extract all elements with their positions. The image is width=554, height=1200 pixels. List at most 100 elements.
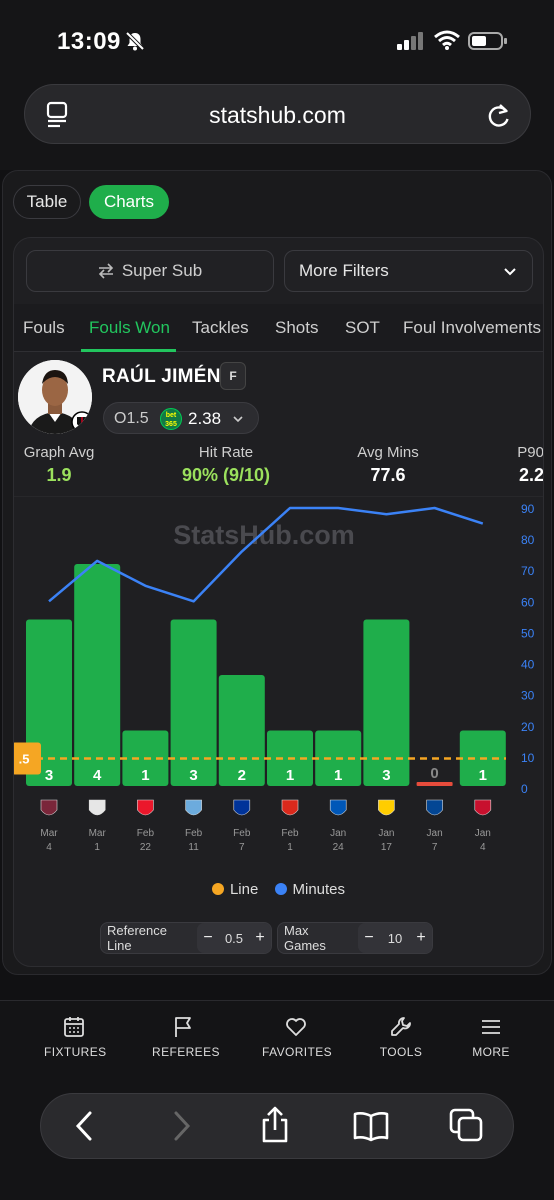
chart-svg: StatsHub.com 3 4 1 3 2 1 1 3 0 1.5 01020304050607…: [14, 495, 543, 853]
stat-tabs: Fouls Fouls Won Tackles Shots SOT Foul I…: [14, 304, 543, 352]
minutes-line: [48, 506, 484, 603]
x-label-month-4: Feb: [233, 828, 251, 839]
max-games-value: 10: [387, 930, 403, 946]
hit-rate-label: Hit Rate: [198, 444, 254, 461]
minus-button[interactable]: −: [203, 929, 213, 946]
swap-icon: [98, 263, 113, 279]
calendar-icon: [64, 1017, 84, 1037]
player-avatar: [18, 360, 92, 434]
browser-toolbar-pill: [40, 1093, 514, 1159]
share-icon[interactable]: [259, 1106, 291, 1144]
chart-legend: Line Minutes: [14, 881, 543, 898]
y-tick-30: 30: [521, 689, 535, 703]
nav-tools-label: TOOLS: [379, 1045, 423, 1059]
x-label-day-8: 7: [432, 842, 438, 853]
bar-value-2: 1: [141, 767, 149, 784]
x-label-day-4: 7: [239, 842, 245, 853]
reload-icon[interactable]: [486, 101, 512, 129]
line-dot-icon: [211, 883, 224, 895]
player-name: RAÚL JIMÉNEZ: [102, 366, 246, 387]
more-filters-dropdown[interactable]: More Filters: [284, 250, 533, 292]
chevron-down-icon: [233, 416, 243, 423]
position-badge: F: [220, 362, 246, 390]
y-tick-50: 50: [521, 626, 535, 640]
back-icon[interactable]: [73, 1110, 95, 1142]
player-card: Super Sub More Filters Fouls Fouls Won T…: [13, 237, 544, 967]
page-content: Table Charts Super Sub More Filters Foul…: [0, 170, 554, 1000]
stats-panel: Table Charts Super Sub More Filters Foul…: [2, 170, 552, 975]
x-label-day-6: 24: [333, 842, 345, 853]
super-sub-label: Super Sub: [121, 261, 203, 280]
x-label-month-7: Jan: [378, 828, 394, 839]
reference-line-label: Reference Line: [107, 923, 167, 953]
bar-1: [74, 564, 121, 786]
tab-sot[interactable]: SOT: [345, 318, 380, 337]
x-label-month-0: Mar: [40, 828, 58, 839]
odds-price: 2.38: [188, 409, 222, 428]
x-label-month-1: Mar: [89, 828, 107, 839]
x-label-month-6: Jan: [330, 828, 346, 839]
plus-button[interactable]: +: [255, 929, 265, 946]
bar-3: [170, 619, 217, 786]
table-view-button[interactable]: Table: [13, 185, 81, 219]
tab-fouls[interactable]: Fouls: [23, 318, 65, 337]
reference-line-value: 0.5: [224, 930, 244, 946]
minus-button[interactable]: −: [364, 929, 374, 946]
y-tick-10: 10: [521, 751, 535, 765]
team-crest-icon-2: [137, 799, 154, 816]
reader-icon[interactable]: [45, 101, 69, 129]
flag-icon: [175, 1017, 191, 1037]
x-label-month-9: Jan: [475, 828, 491, 839]
y-tick-90: 90: [521, 502, 535, 516]
nav-fixtures-label: FIXTURES: [44, 1045, 107, 1059]
tab-tackles[interactable]: Tackles: [192, 318, 249, 337]
nav-referees-label: REFEREES: [152, 1045, 220, 1059]
reference-line-label: .5: [19, 752, 30, 767]
legend-minutes: Minutes: [274, 881, 346, 898]
nav-tools[interactable]: TOOLS: [378, 1015, 424, 1059]
bar-value-6: 1: [334, 767, 342, 784]
reference-line-marker: [14, 742, 41, 775]
x-label-month-8: Jan: [427, 828, 443, 839]
bar-7: [363, 619, 410, 786]
x-label-day-5: 1: [287, 842, 293, 853]
avg-mins-label: Avg Mins: [357, 444, 419, 461]
team-crest-icon-1: [88, 799, 106, 816]
x-label-month-3: Feb: [185, 828, 203, 839]
reference-line-control: Reference Line − 0.5 +: [100, 922, 272, 954]
max-games-label: Max Games: [284, 923, 326, 953]
stat-p90: P90 2.2: [502, 444, 543, 486]
tab-fouls-won[interactable]: Fouls Won: [89, 318, 170, 337]
tabs-icon[interactable]: [449, 1108, 483, 1142]
stat-graph-avg: Graph Avg 1.9: [22, 444, 96, 486]
charts-view-button[interactable]: Charts: [89, 185, 169, 219]
y-tick-0: 0: [521, 782, 528, 796]
bar-value-0: 3: [45, 767, 53, 784]
nav-more[interactable]: MORE: [470, 1015, 512, 1059]
nav-fixtures[interactable]: FIXTURES: [44, 1015, 107, 1059]
super-sub-button[interactable]: Super Sub: [26, 250, 274, 292]
watermark: StatsHub.com: [173, 520, 355, 550]
active-tab-indicator: [81, 349, 176, 352]
odds-selector[interactable]: O1.5 bet 365 2.38: [103, 402, 259, 434]
team-crest-icon-7: [378, 799, 395, 816]
hit-rate-value: 90% (9/10): [181, 465, 271, 485]
graph-avg-label: Graph Avg: [23, 444, 95, 461]
legend-minutes-label: Minutes: [292, 881, 346, 898]
x-label-month-2: Feb: [137, 828, 155, 839]
more-filters-label: More Filters: [299, 261, 389, 280]
tab-foul-involvements[interactable]: Foul Involvements: [403, 318, 541, 337]
fouls-won-chart: StatsHub.com 3 4 1 3 2 1 1 3 0 1.5 0 10 20 30 40 50 60 7…: [14, 495, 543, 966]
tab-shots[interactable]: Shots: [275, 318, 319, 337]
nav-referees[interactable]: REFEREES: [152, 1015, 219, 1059]
cellular-signal-icon: [397, 32, 423, 50]
y-tick-60: 60: [521, 595, 535, 609]
nav-favorites[interactable]: FAVORITES: [262, 1015, 332, 1059]
y-tick-70: 70: [521, 564, 535, 578]
bar-value-3: 3: [189, 767, 197, 784]
forward-icon[interactable]: [171, 1110, 193, 1142]
x-label-month-5: Feb: [281, 828, 299, 839]
plus-button[interactable]: +: [416, 929, 426, 946]
bookmarks-icon[interactable]: [353, 1110, 389, 1142]
address-bar[interactable]: statshub.com: [24, 84, 531, 144]
